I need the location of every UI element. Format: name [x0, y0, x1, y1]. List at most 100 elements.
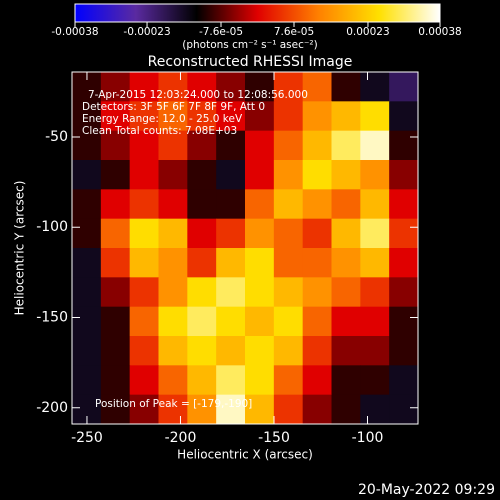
heatmap-cell: [158, 394, 188, 425]
heatmap-cell: [245, 336, 275, 366]
heatmap-cell: [187, 72, 217, 102]
heatmap-cell: [331, 160, 361, 190]
heatmap-cell: [129, 189, 159, 220]
colorbar-tick-label: -0.00023: [123, 26, 170, 38]
colorbar-tick-label: -7.6e-05: [199, 26, 243, 38]
heatmap-cell: [187, 365, 217, 396]
heatmap-cell: [302, 306, 332, 337]
colorbar-tick-label: 0.00038: [418, 26, 461, 38]
heatmap-cell: [331, 336, 361, 366]
heatmap-cell: [389, 160, 419, 190]
heatmap-cell: [216, 218, 246, 249]
heatmap-cell: [245, 248, 275, 278]
heatmap-cell: [216, 336, 246, 366]
heatmap-cell: [129, 160, 159, 190]
heatmap-cell: [273, 248, 304, 278]
heatmap-cell: [100, 365, 131, 396]
heatmap-cell: [129, 306, 159, 337]
heatmap-cell: [72, 365, 102, 396]
heatmap-cell: [302, 277, 332, 308]
heatmap-cell: [245, 160, 275, 190]
x-tick-label: -200: [165, 430, 197, 446]
heatmap-cell: [273, 336, 304, 366]
heatmap-cell: [100, 189, 131, 220]
heatmap-cell: [302, 101, 332, 132]
heatmap-cell: [273, 72, 304, 102]
heatmap-cell: [302, 336, 332, 366]
heatmap-cell: [273, 160, 304, 190]
heatmap-cell: [245, 130, 275, 161]
y-tick-label: -150: [36, 309, 68, 325]
heatmap-cell: [389, 72, 419, 102]
heatmap-cell: [216, 189, 246, 220]
heatmap-cell: [389, 394, 419, 425]
colorbar-tick-label: 0.00023: [346, 26, 389, 38]
heatmap-cell: [216, 394, 246, 425]
heatmap-cell: [302, 189, 332, 220]
heatmap-cell: [302, 365, 332, 396]
heatmap-cell: [389, 248, 419, 278]
heatmap-cell: [158, 72, 188, 102]
heatmap-cell: [331, 101, 361, 132]
heatmap-cell: [216, 72, 246, 102]
heatmap-cell: [245, 306, 275, 337]
heatmap-cell: [72, 218, 102, 249]
heatmap-cell: [216, 277, 246, 308]
heatmap-cell: [389, 130, 419, 161]
heatmap-cell: [389, 189, 419, 220]
heatmap-cell: [129, 130, 159, 161]
annotation: Energy Range: 12.0 - 25.0 keV: [82, 113, 243, 125]
heatmap-cell: [302, 72, 332, 102]
heatmap-cell: [158, 365, 188, 396]
heatmap-cell: [100, 160, 131, 190]
heatmap-cell: [273, 365, 304, 396]
heatmap-cell: [100, 218, 131, 249]
heatmap-cell: [360, 306, 390, 337]
x-tick-label: -100: [352, 430, 384, 446]
heatmap-cell: [129, 101, 159, 132]
heatmap-cell: [72, 160, 102, 190]
annotation: 7-Apr-2015 12:03:24.000 to 12:08:56.000: [88, 89, 308, 101]
heatmap-cell: [100, 306, 131, 337]
colorbar-label: (photons cm⁻² s⁻¹ asec⁻²): [182, 39, 317, 51]
heatmap-cell: [187, 306, 217, 337]
heatmap-cell: [360, 336, 390, 366]
heatmap-cell: [245, 189, 275, 220]
heatmap-cell: [158, 336, 188, 366]
footer-date: 20-May-2022 09:29: [358, 482, 495, 498]
colorbar-tick-label: -0.00038: [51, 26, 98, 38]
heatmap-cell: [216, 306, 246, 337]
heatmap-cell: [331, 277, 361, 308]
heatmap-cell: [187, 160, 217, 190]
heatmap-cell: [72, 306, 102, 337]
heatmap-cell: [72, 336, 102, 366]
heatmap-cell: [360, 218, 390, 249]
heatmap-cell: [245, 218, 275, 249]
heatmap-cell: [389, 306, 419, 337]
heatmap-cell: [389, 101, 419, 132]
heatmap-cell: [389, 218, 419, 249]
heatmap-cell: [273, 130, 304, 161]
heatmap-cell: [360, 72, 390, 102]
heatmap-cell: [129, 248, 159, 278]
colorbar-tick-label: 7.6e-05: [274, 26, 314, 38]
heatmap-cell: [245, 277, 275, 308]
heatmap-cell: [331, 394, 361, 425]
heatmap-cell: [216, 101, 246, 132]
heatmap-cell: [245, 365, 275, 396]
heatmap-cell: [100, 130, 131, 161]
heatmap-cell: [360, 130, 390, 161]
heatmap-cell: [129, 277, 159, 308]
heatmap-cell: [72, 277, 102, 308]
x-axis-label: Heliocentric X (arcsec): [177, 448, 313, 462]
heatmap-cell: [129, 336, 159, 366]
heatmap-cell: [302, 248, 332, 278]
heatmap-cell: [187, 218, 217, 249]
heatmap-cell: [331, 306, 361, 337]
heatmap-cell: [129, 365, 159, 396]
y-tick-label: -200: [36, 400, 68, 416]
heatmap-cell: [187, 101, 217, 132]
heatmap-cell: [273, 306, 304, 337]
heatmap-cell: [129, 394, 159, 425]
heatmap-cell: [360, 160, 390, 190]
